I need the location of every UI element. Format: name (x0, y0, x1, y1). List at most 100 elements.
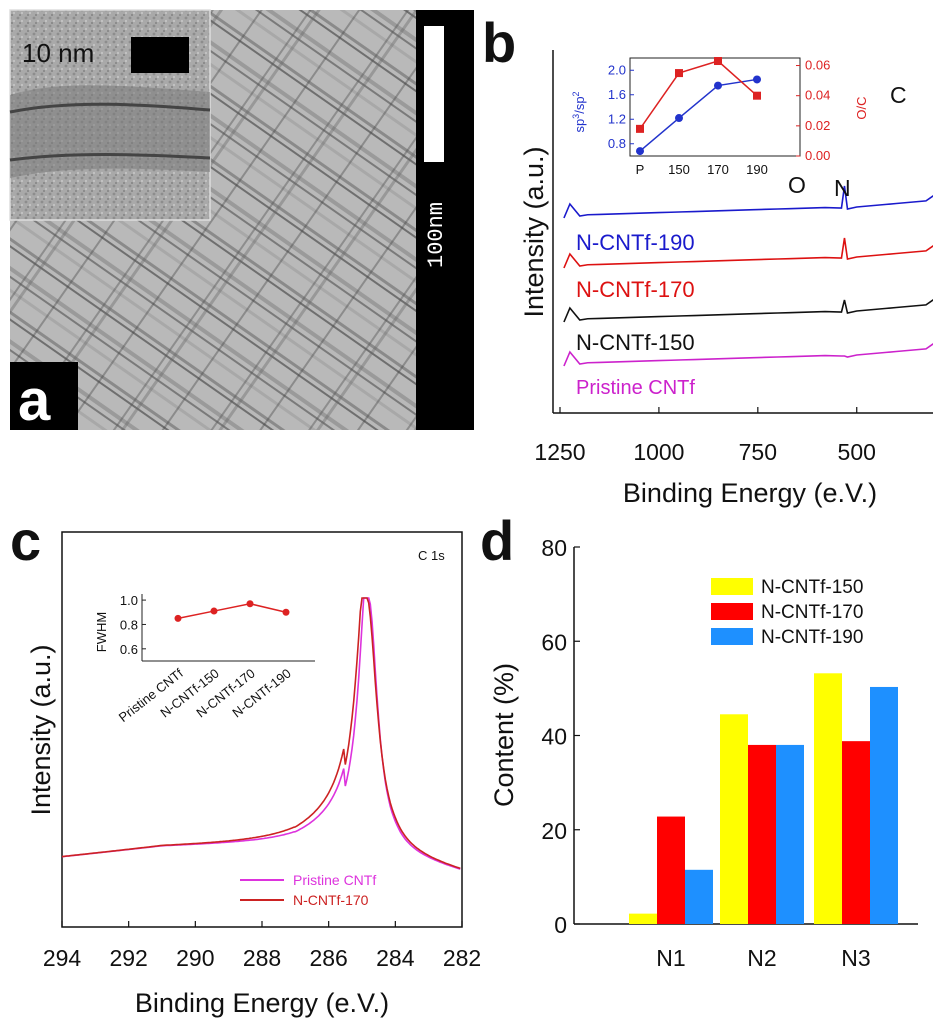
panel-d-letter: d (480, 509, 514, 572)
panel-d-bars (629, 673, 898, 924)
panel-b-x-tick-label: 500 (838, 439, 876, 465)
panel-d-legend: N-CNTf-150 N-CNTf-170 N-CNTf-190 (711, 577, 863, 648)
panel-b-series-label: N-CNTf-170 (576, 277, 695, 302)
panel-c-x-tick-label: 292 (109, 945, 147, 971)
panel-d-bar (776, 745, 804, 924)
panel-c-y-label: Intensity (a.u.) (26, 644, 56, 815)
panel-a-micrograph: 100nm 10 nm a (10, 10, 474, 433)
panel-d-x-tick-label: N2 (747, 945, 776, 971)
panel-b: b 12501000750500250 Binding Energy (e.V.… (482, 11, 933, 508)
panel-d-x-ticks: N1 N2 N3 (656, 945, 870, 971)
inset-c-y-label: FWHM (94, 612, 109, 652)
panel-d-x-tick-label: N1 (656, 945, 685, 971)
panel-d-legend-label: N-CNTf-190 (761, 627, 863, 648)
inset-b-x-tick-label: 150 (668, 162, 690, 177)
inset-b-right-tick-label: 0.04 (805, 88, 830, 103)
panel-c-legend: Pristine CNTf N-CNTf-170 (240, 872, 376, 908)
inset-scale-bar (131, 37, 189, 73)
panel-c-x-label: Binding Energy (e.V.) (135, 988, 389, 1018)
panel-c-x-tick-label: 288 (243, 945, 281, 971)
panel-c-x-tick-label: 294 (43, 945, 82, 971)
peak-label-c: C (890, 82, 907, 108)
panel-d-bar (685, 870, 713, 924)
panel-c-x-tick-label: 286 (309, 945, 347, 971)
panel-d-x-tick-label: N3 (841, 945, 870, 971)
panel-b-letter: b (482, 11, 516, 74)
panel-c-x-ticks: 294 292 290 288 286 284 282 (43, 921, 481, 971)
inset-c-point (175, 615, 182, 622)
inset-b-right-tick-label: 0.06 (805, 58, 830, 73)
inset-c-y-tick-label: 0.6 (120, 642, 138, 657)
panel-b-x-tick-label: 1250 (534, 439, 585, 465)
inset-b-point (714, 57, 722, 65)
panel-d-bar (629, 914, 657, 924)
inset-b-point (675, 69, 683, 77)
inset-b-x-tick-label: P (636, 162, 645, 177)
panel-d-bar (870, 687, 898, 924)
inset-b-x-tick-label: 190 (746, 162, 768, 177)
panel-b-series-label: Pristine CNTf (576, 377, 695, 399)
inset-b-point (636, 125, 644, 133)
inset-b-left-tick-label: 1.6 (608, 87, 626, 102)
inset-c-point (211, 608, 218, 615)
panel-b-x-tick-label: 1000 (633, 439, 684, 465)
panel-d-legend-swatch (711, 628, 753, 645)
panel-c-legend-label: N-CNTf-170 (293, 892, 369, 908)
panel-c-legend-label: Pristine CNTf (293, 872, 376, 888)
panel-c-x-tick-label: 282 (443, 945, 481, 971)
panel-b-x-tick-label: 750 (739, 439, 777, 465)
panel-d-legend-label: N-CNTf-170 (761, 602, 863, 623)
inset-b-left-tick-label: 2.0 (608, 62, 626, 77)
panel-c-spectra (62, 598, 460, 869)
panel-d-y-tick-label: 60 (541, 629, 567, 655)
panel-c-annotation: C 1s (418, 548, 445, 563)
main-scale-label: 100nm (424, 202, 449, 268)
panel-b-x-label: Binding Energy (e.V.) (623, 478, 877, 508)
panel-d-bar (842, 741, 870, 924)
inset-b-left-tick-label: 1.2 (608, 111, 626, 126)
panel-d-legend-swatch (711, 578, 753, 595)
panel-c-x-tick-label: 284 (376, 945, 415, 971)
inset-c-point (247, 600, 254, 607)
peak-label-o: O (788, 172, 806, 198)
panel-d-bar (814, 673, 842, 924)
inset-c-point (283, 609, 290, 616)
inset-b-point (753, 75, 761, 83)
panel-d-bar (720, 714, 748, 924)
panel-b-series-label: N-CNTf-190 (576, 230, 695, 255)
inset-b-right-label: O/C (854, 96, 869, 119)
panel-c: c 294 292 290 288 286 284 282 Binding Energy (… (10, 509, 481, 1018)
panel-d-y-label: Content (%) (489, 663, 519, 807)
panel-d-bar (657, 817, 685, 924)
inset-b-point (753, 92, 761, 100)
panel-b-x-ticks: 12501000750500250 (534, 407, 933, 465)
panel-b-series-label: N-CNTf-150 (576, 330, 695, 355)
inset-b-left-tick-label: 0.8 (608, 136, 626, 151)
panel-d-y-tick-label: 80 (541, 535, 567, 561)
panel-c-letter: c (10, 509, 41, 572)
panel-c-frame (62, 532, 462, 927)
panel-d-legend-swatch (711, 603, 753, 620)
panel-d-legend-label: N-CNTf-150 (761, 577, 863, 598)
panel-a-letter: a (18, 368, 51, 433)
panel-c-series-line (62, 598, 460, 868)
inset-c-y-tick-label: 1.0 (120, 593, 138, 608)
inset-scale-label: 10 nm (22, 38, 94, 68)
inset-b-right-tick-label: 0.00 (805, 148, 830, 163)
inset-b-point (675, 114, 683, 122)
inset-b-point (714, 82, 722, 90)
inset-tube (10, 85, 210, 178)
panel-b-y-label: Intensity (a.u.) (519, 146, 549, 317)
panel-b-inset: 0.8 1.2 1.6 2.0 0.00 0.02 0.04 0.06 P 150 170 190 s… (571, 57, 869, 177)
panel-d-bar (748, 745, 776, 924)
inset-b-left-label: sp3/sp2 (571, 91, 587, 132)
panel-d-y-tick-label: 40 (541, 724, 567, 750)
main-scale-bar (424, 26, 444, 162)
panel-c-x-tick-label: 290 (176, 945, 214, 971)
inset-c-line (178, 604, 286, 619)
inset-b-right-tick-label: 0.02 (805, 118, 830, 133)
inset-b-point (636, 147, 644, 155)
inset-b-x-tick-label: 170 (707, 162, 729, 177)
